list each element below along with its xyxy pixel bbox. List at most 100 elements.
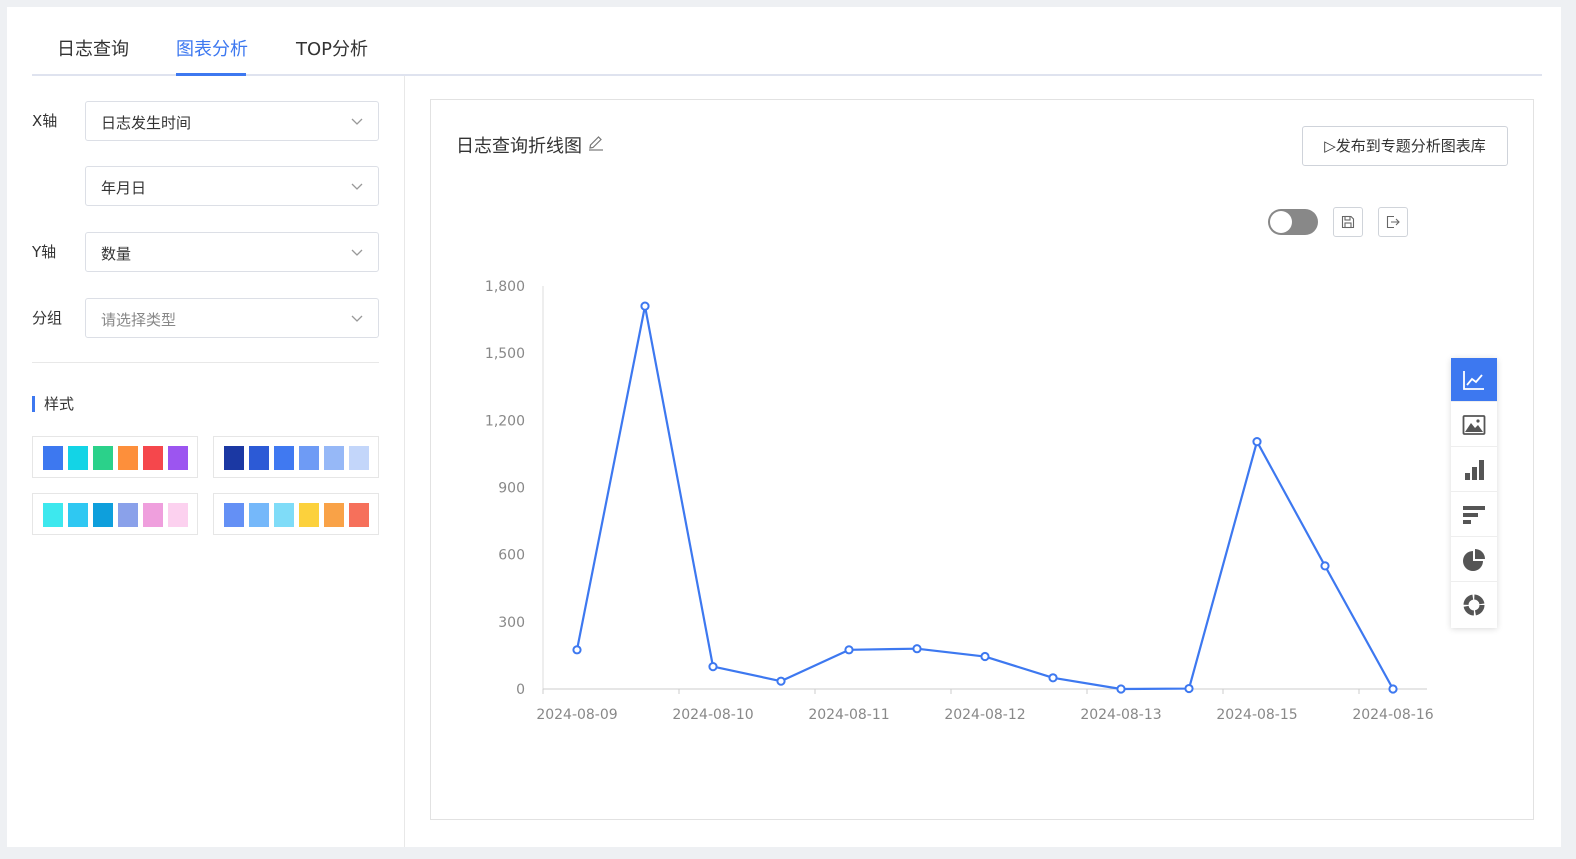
- panel-divider: [404, 76, 405, 847]
- series-line: [575, 305, 1394, 691]
- color-swatch: [168, 503, 188, 527]
- color-swatch: [143, 446, 163, 470]
- line-chart: 0 300 600 900 1,200 1,500 1,800 2024-08-09 2024-…: [485, 279, 1434, 723]
- data-point: [776, 676, 786, 686]
- active-tab-indicator: [176, 73, 246, 76]
- x-tick-label: 2024-08-10: [672, 707, 753, 723]
- y-tick-label: 1,500: [485, 346, 525, 362]
- color-swatch: [299, 503, 319, 527]
- chart-type-line[interactable]: [1451, 358, 1497, 402]
- color-swatch: [43, 446, 63, 470]
- color-swatch: [324, 446, 344, 470]
- data-point: [1184, 683, 1194, 694]
- x-granularity-select[interactable]: 年月日: [85, 166, 379, 206]
- group-label: 分组: [32, 309, 63, 327]
- chevron-down-icon: [351, 315, 363, 322]
- color-swatch: [274, 503, 294, 527]
- y-tick-label: 600: [498, 548, 525, 564]
- chevron-down-icon: [351, 118, 363, 125]
- style-section-title: 样式: [32, 396, 74, 412]
- color-swatch: [249, 446, 269, 470]
- y-axis-label: Y轴: [32, 243, 57, 261]
- x-tick-label: 2024-08-13: [1080, 707, 1161, 723]
- palette-option[interactable]: [213, 493, 379, 535]
- color-swatch: [324, 503, 344, 527]
- color-swatch: [224, 503, 244, 527]
- chevron-down-icon: [351, 183, 363, 190]
- data-point: [1388, 684, 1398, 694]
- chart-type-switcher: [1451, 358, 1497, 628]
- color-swatch: [349, 446, 369, 470]
- main-card: 日志查询 图表分析 TOP分析 X轴 日志发生时间 年月日 Y轴 数量 分组 请…: [7, 7, 1561, 847]
- chevron-down-icon: [351, 249, 363, 256]
- color-swatch: [43, 503, 63, 527]
- data-point: [1048, 673, 1058, 683]
- x-axis-label: X轴: [32, 112, 58, 130]
- x-tick-label: 2024-08-16: [1352, 707, 1433, 723]
- x-tick-label: 2024-08-09: [536, 707, 617, 723]
- data-point: [1320, 561, 1330, 571]
- x-tick-label: 2024-08-12: [944, 707, 1025, 723]
- color-swatch: [68, 446, 88, 470]
- pie-chart-icon: [1463, 549, 1485, 571]
- data-point: [980, 651, 990, 662]
- chart-type-horizontal-bar[interactable]: [1451, 493, 1497, 537]
- export-icon: [1386, 215, 1400, 229]
- donut-chart-icon: [1463, 594, 1485, 616]
- palette-option[interactable]: [32, 436, 198, 478]
- x-tick-label: 2024-08-15: [1216, 707, 1297, 723]
- data-point: [1116, 684, 1126, 694]
- chart-type-area[interactable]: [1451, 403, 1497, 447]
- color-swatch: [274, 446, 294, 470]
- y-tick-label: 1,200: [485, 413, 525, 429]
- data-point: [844, 645, 854, 655]
- chart-type-donut[interactable]: [1451, 583, 1497, 627]
- group-placeholder: 请选择类型: [101, 311, 177, 329]
- edit-icon[interactable]: [587, 134, 605, 152]
- bar-chart-icon: [1465, 460, 1484, 480]
- group-select[interactable]: 请选择类型: [85, 298, 379, 338]
- horizontal-bar-icon: [1463, 506, 1485, 524]
- color-swatch: [349, 503, 369, 527]
- color-swatch: [249, 503, 269, 527]
- y-field-value: 数量: [101, 245, 132, 263]
- display-toggle[interactable]: [1268, 209, 1318, 235]
- color-swatch: [68, 503, 88, 527]
- line-chart-icon: [1463, 371, 1484, 390]
- x-granularity-value: 年月日: [101, 179, 147, 197]
- chart-type-bar[interactable]: [1451, 448, 1497, 492]
- color-swatch: [93, 503, 113, 527]
- data-point: [572, 645, 582, 655]
- color-swatch: [299, 446, 319, 470]
- save-icon: [1341, 215, 1355, 229]
- color-swatch: [118, 503, 138, 527]
- y-tick-label: 300: [498, 615, 525, 631]
- tab-bar: 日志查询 图表分析 TOP分析: [32, 7, 1542, 76]
- tab-chart-analysis[interactable]: 图表分析: [176, 39, 248, 60]
- color-swatch: [168, 446, 188, 470]
- data-point: [640, 301, 650, 311]
- color-swatch: [143, 503, 163, 527]
- y-tick-label: 1,800: [485, 279, 525, 295]
- save-chart-button[interactable]: [1333, 207, 1363, 237]
- y-tick-label: 900: [498, 481, 525, 497]
- tab-log-query[interactable]: 日志查询: [57, 39, 129, 60]
- color-swatch: [93, 446, 113, 470]
- x-field-value: 日志发生时间: [101, 114, 192, 132]
- x-field-select[interactable]: 日志发生时间: [85, 101, 379, 141]
- publish-button[interactable]: ▷发布到专题分析图表库: [1302, 126, 1508, 166]
- area-chart-icon: [1462, 415, 1486, 435]
- y-tick-label: 0: [516, 682, 525, 698]
- palette-option[interactable]: [213, 436, 379, 478]
- data-point: [1252, 437, 1262, 447]
- chart-panel: 日志查询折线图 ▷发布到专题分析图表库 0 300 600 900 1,200 1,500…: [430, 99, 1534, 820]
- chart-type-pie[interactable]: [1451, 538, 1497, 582]
- color-swatch: [224, 446, 244, 470]
- data-point: [708, 662, 718, 672]
- palette-option[interactable]: [32, 493, 198, 535]
- export-chart-button[interactable]: [1378, 207, 1408, 237]
- y-field-select[interactable]: 数量: [85, 232, 379, 272]
- chart-title: 日志查询折线图: [456, 136, 582, 157]
- tab-top-analysis[interactable]: TOP分析: [296, 39, 369, 60]
- x-tick-label: 2024-08-11: [808, 707, 889, 723]
